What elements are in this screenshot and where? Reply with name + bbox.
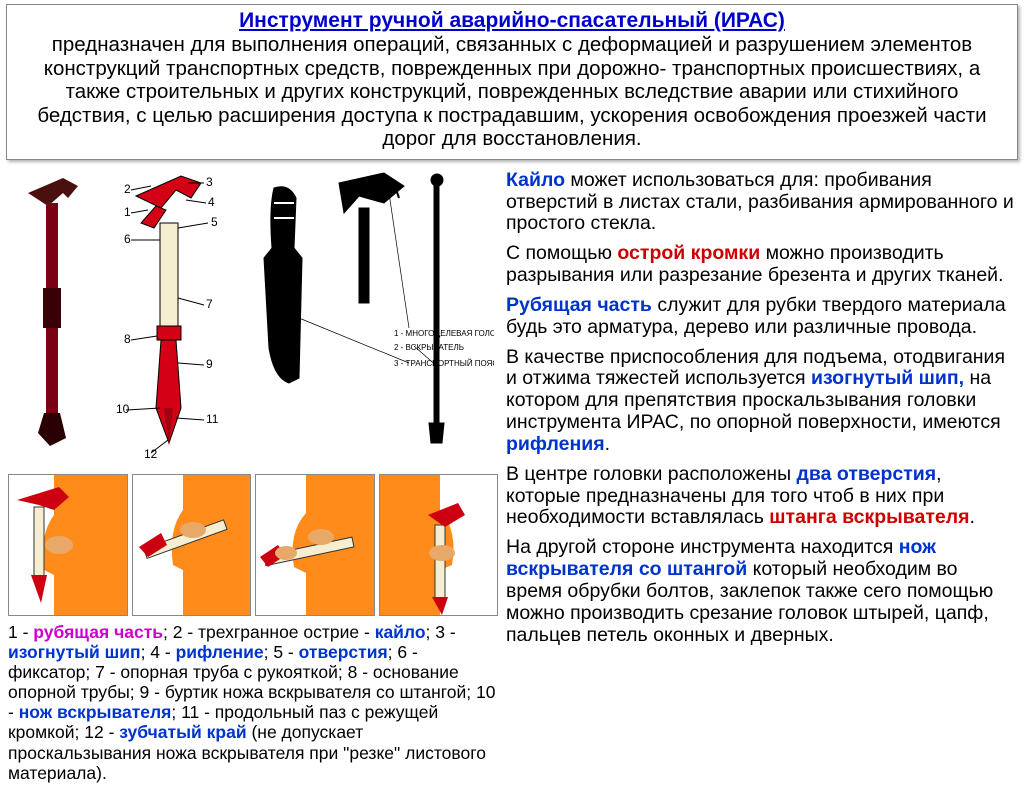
tool-photo [8,168,98,448]
para-chop: Рубящая часть служит для рубки твердого … [506,295,1016,339]
svg-text:6: 6 [124,232,131,246]
tool-illustration-row: 2 3 4 1 5 6 7 8 9 11 10 12 [8,168,498,468]
svg-text:4: 4 [208,195,215,209]
svg-text:11: 11 [206,412,219,426]
usage-1 [8,474,128,616]
header-title: Инструмент ручной аварийно-спасательный … [239,9,785,32]
left-column: 2 3 4 1 5 6 7 8 9 11 10 12 [8,168,506,783]
usage-row [8,474,498,616]
content: 2 3 4 1 5 6 7 8 9 11 10 12 [0,164,1024,787]
tool-inkdrawing: 1 - МНОГОЦЕЛЕВАЯ ГОЛОВКА 2 - ВСКРЫВАТЕЛЬ… [244,168,494,468]
right-column: Кайло может использоваться для: пробиван… [506,168,1016,783]
para-knife: На другой стороне инструмента находится … [506,537,1016,646]
para-holes: В центре головки расположены два от­верс… [506,464,1016,529]
legend: 1 - рубящая часть; 2 - трехгранное остри… [8,622,498,783]
svg-text:9: 9 [206,357,213,371]
header-box: Инструмент ручной аварийно-спасательный … [6,4,1018,160]
svg-text:3 - ТРАНСПОРТНЫЙ ПОЯС: 3 - ТРАНСПОРТНЫЙ ПОЯС [394,359,494,368]
svg-text:2: 2 [124,182,131,196]
svg-text:3: 3 [206,175,213,189]
usage-3 [255,474,375,616]
usage-2 [132,474,252,616]
svg-text:8: 8 [124,332,131,346]
svg-text:1: 1 [124,205,131,219]
svg-text:10: 10 [116,402,130,416]
svg-text:5: 5 [211,215,218,229]
svg-text:1 - МНОГОЦЕЛЕВАЯ ГОЛОВКА: 1 - МНОГОЦЕЛЕВАЯ ГОЛОВКА [394,329,494,338]
header-text: предназначен для выполнения операций, св… [17,33,1007,151]
para-spike: В качестве приспособления для подъема, о… [506,347,1016,456]
tool-schematic: 2 3 4 1 5 6 7 8 9 11 10 12 [106,168,236,468]
para-edge: С помощью острой кромки можно производит… [506,243,1016,287]
svg-text:7: 7 [206,297,213,311]
svg-text:2 - ВСКРЫВАТЕЛЬ: 2 - ВСКРЫВАТЕЛЬ [394,343,464,352]
usage-4 [379,474,499,616]
para-kailo: Кайло может использоваться для: пробиван… [506,170,1016,235]
